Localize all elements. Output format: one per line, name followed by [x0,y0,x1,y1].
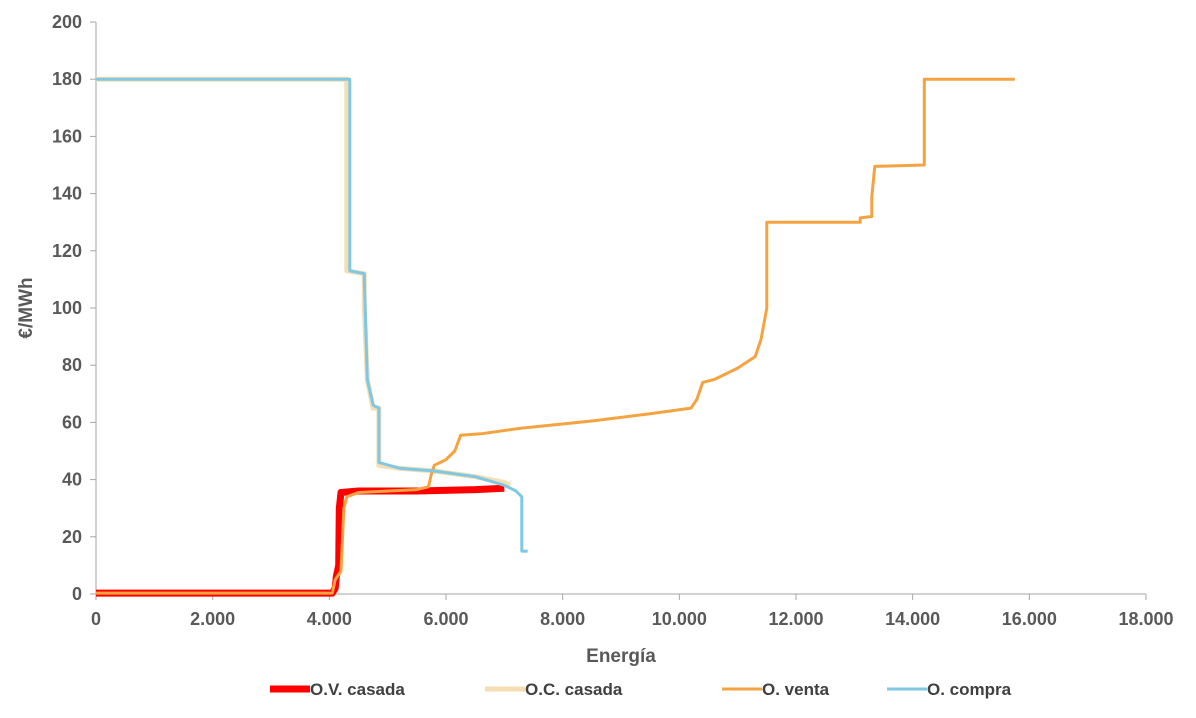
axes: 0 20 40 60 80 100 120 140 160 180 200 0 2.000 4.000 6.… [52,12,1174,629]
legend-label: O.V. casada [310,680,405,699]
legend-label: O. venta [762,680,830,699]
series-line-o-compra [96,77,528,553]
x-tick-label: 10.000 [652,609,707,629]
y-tick-label: 80 [62,355,82,375]
x-tick-label: 14.000 [885,609,940,629]
legend-label: O.C. casada [525,680,623,699]
y-tick-label: 60 [62,412,82,432]
labels: Energía €/MWh [16,277,656,667]
y-tick-label: 180 [52,69,82,89]
x-tick-label: 0 [91,609,101,629]
legend: O.V. casada O.C. casada O. venta O. compra [270,680,1012,699]
x-tick-label: 16.000 [1002,609,1057,629]
legend-label: O. compra [927,680,1012,699]
x-tick-label: 2.000 [190,609,235,629]
y-tick-label: 20 [62,527,82,547]
y-tick-label: 200 [52,12,82,32]
y-tick-label: 0 [72,584,82,604]
y-tick-label: 120 [52,241,82,261]
y-tick-label: 40 [62,470,82,490]
series-line-o-venta [96,77,1015,595]
x-tick-label: 12.000 [768,609,823,629]
x-tick-label: 4.000 [307,609,352,629]
x-tick-label: 8.000 [540,609,585,629]
y-tick-label: 140 [52,184,82,204]
y-tick-label: 160 [52,126,82,146]
series-layer [96,76,1015,597]
series-line-o-v-casada [96,484,505,597]
x-tick-label: 18.000 [1118,609,1173,629]
y-axis-title: €/MWh [16,277,37,338]
x-axis-title: Energía [586,646,656,667]
series-line-o-c-casada [96,76,512,488]
x-tick-label: 6.000 [423,609,468,629]
y-tick-label: 100 [52,298,82,318]
